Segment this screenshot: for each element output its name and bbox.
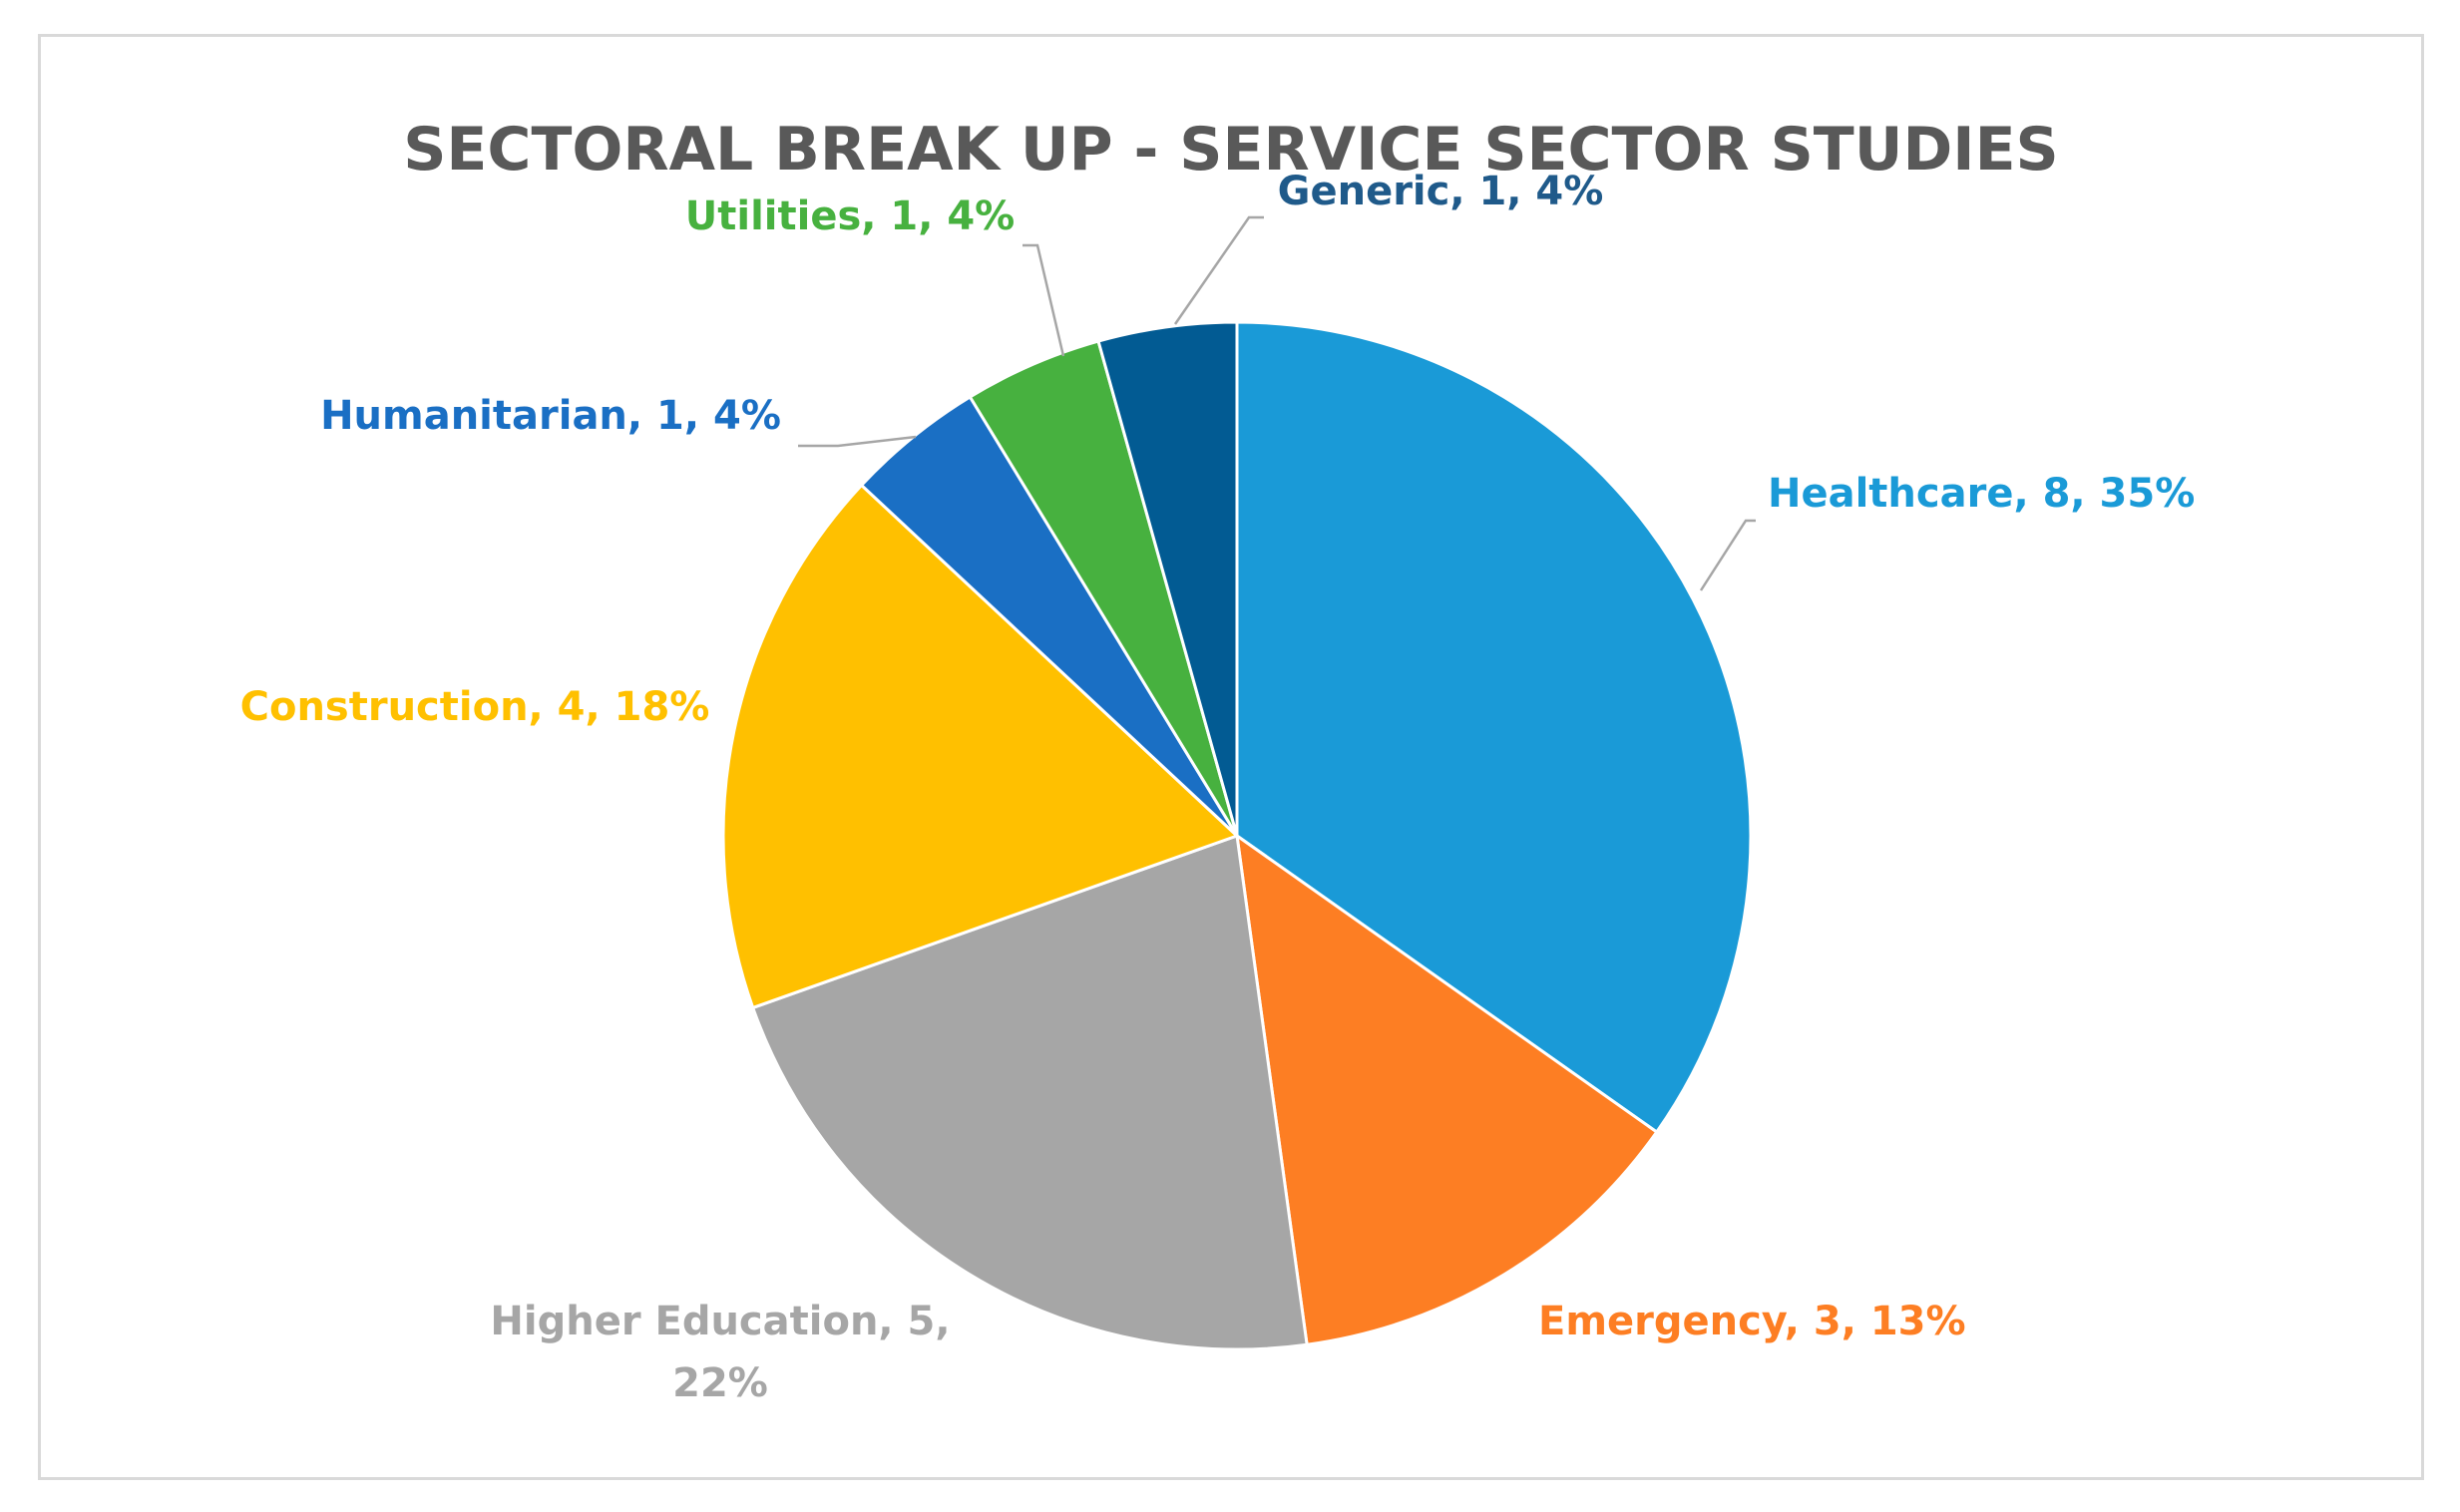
data-label-emergency: Emergency, 3, 13% <box>1538 1299 1966 1344</box>
pie-slice-higher-education <box>750 833 1309 1351</box>
pie-slice-generic <box>1096 320 1239 837</box>
leader-line-healthcare <box>1699 519 1756 591</box>
pie-slice-healthcare <box>1235 320 1753 1135</box>
leader-lines <box>798 215 1756 591</box>
pie-slices <box>721 320 1753 1351</box>
data-label-generic: Generic, 1, 4% <box>1278 169 1604 214</box>
data-label-construction: Construction, 4, 18% <box>240 684 710 730</box>
data-label-healthcare: Healthcare, 8, 35% <box>1768 471 2195 517</box>
pie-slice-emergency <box>1235 832 1659 1346</box>
data-labels: Healthcare, 8, 35% Emergency, 3, 13% Highe… <box>240 169 2196 1406</box>
data-label-utilities: Utilities, 1, 4% <box>685 193 1016 239</box>
leader-line-utilities <box>1023 243 1065 357</box>
data-label-humanitarian: Humanitarian, 1, 4% <box>320 393 781 439</box>
leader-line-generic <box>1173 215 1264 325</box>
chart-title: SECTORAL BREAK UP - SERVICE SECTOR STUDI… <box>403 115 2059 185</box>
pie-slice-construction <box>721 483 1240 1010</box>
data-label-higher-education-line-1: Higher Education, 5, <box>490 1299 950 1344</box>
data-label-higher-education-line-2: 22% <box>672 1360 768 1406</box>
leader-line-humanitarian <box>798 435 917 448</box>
